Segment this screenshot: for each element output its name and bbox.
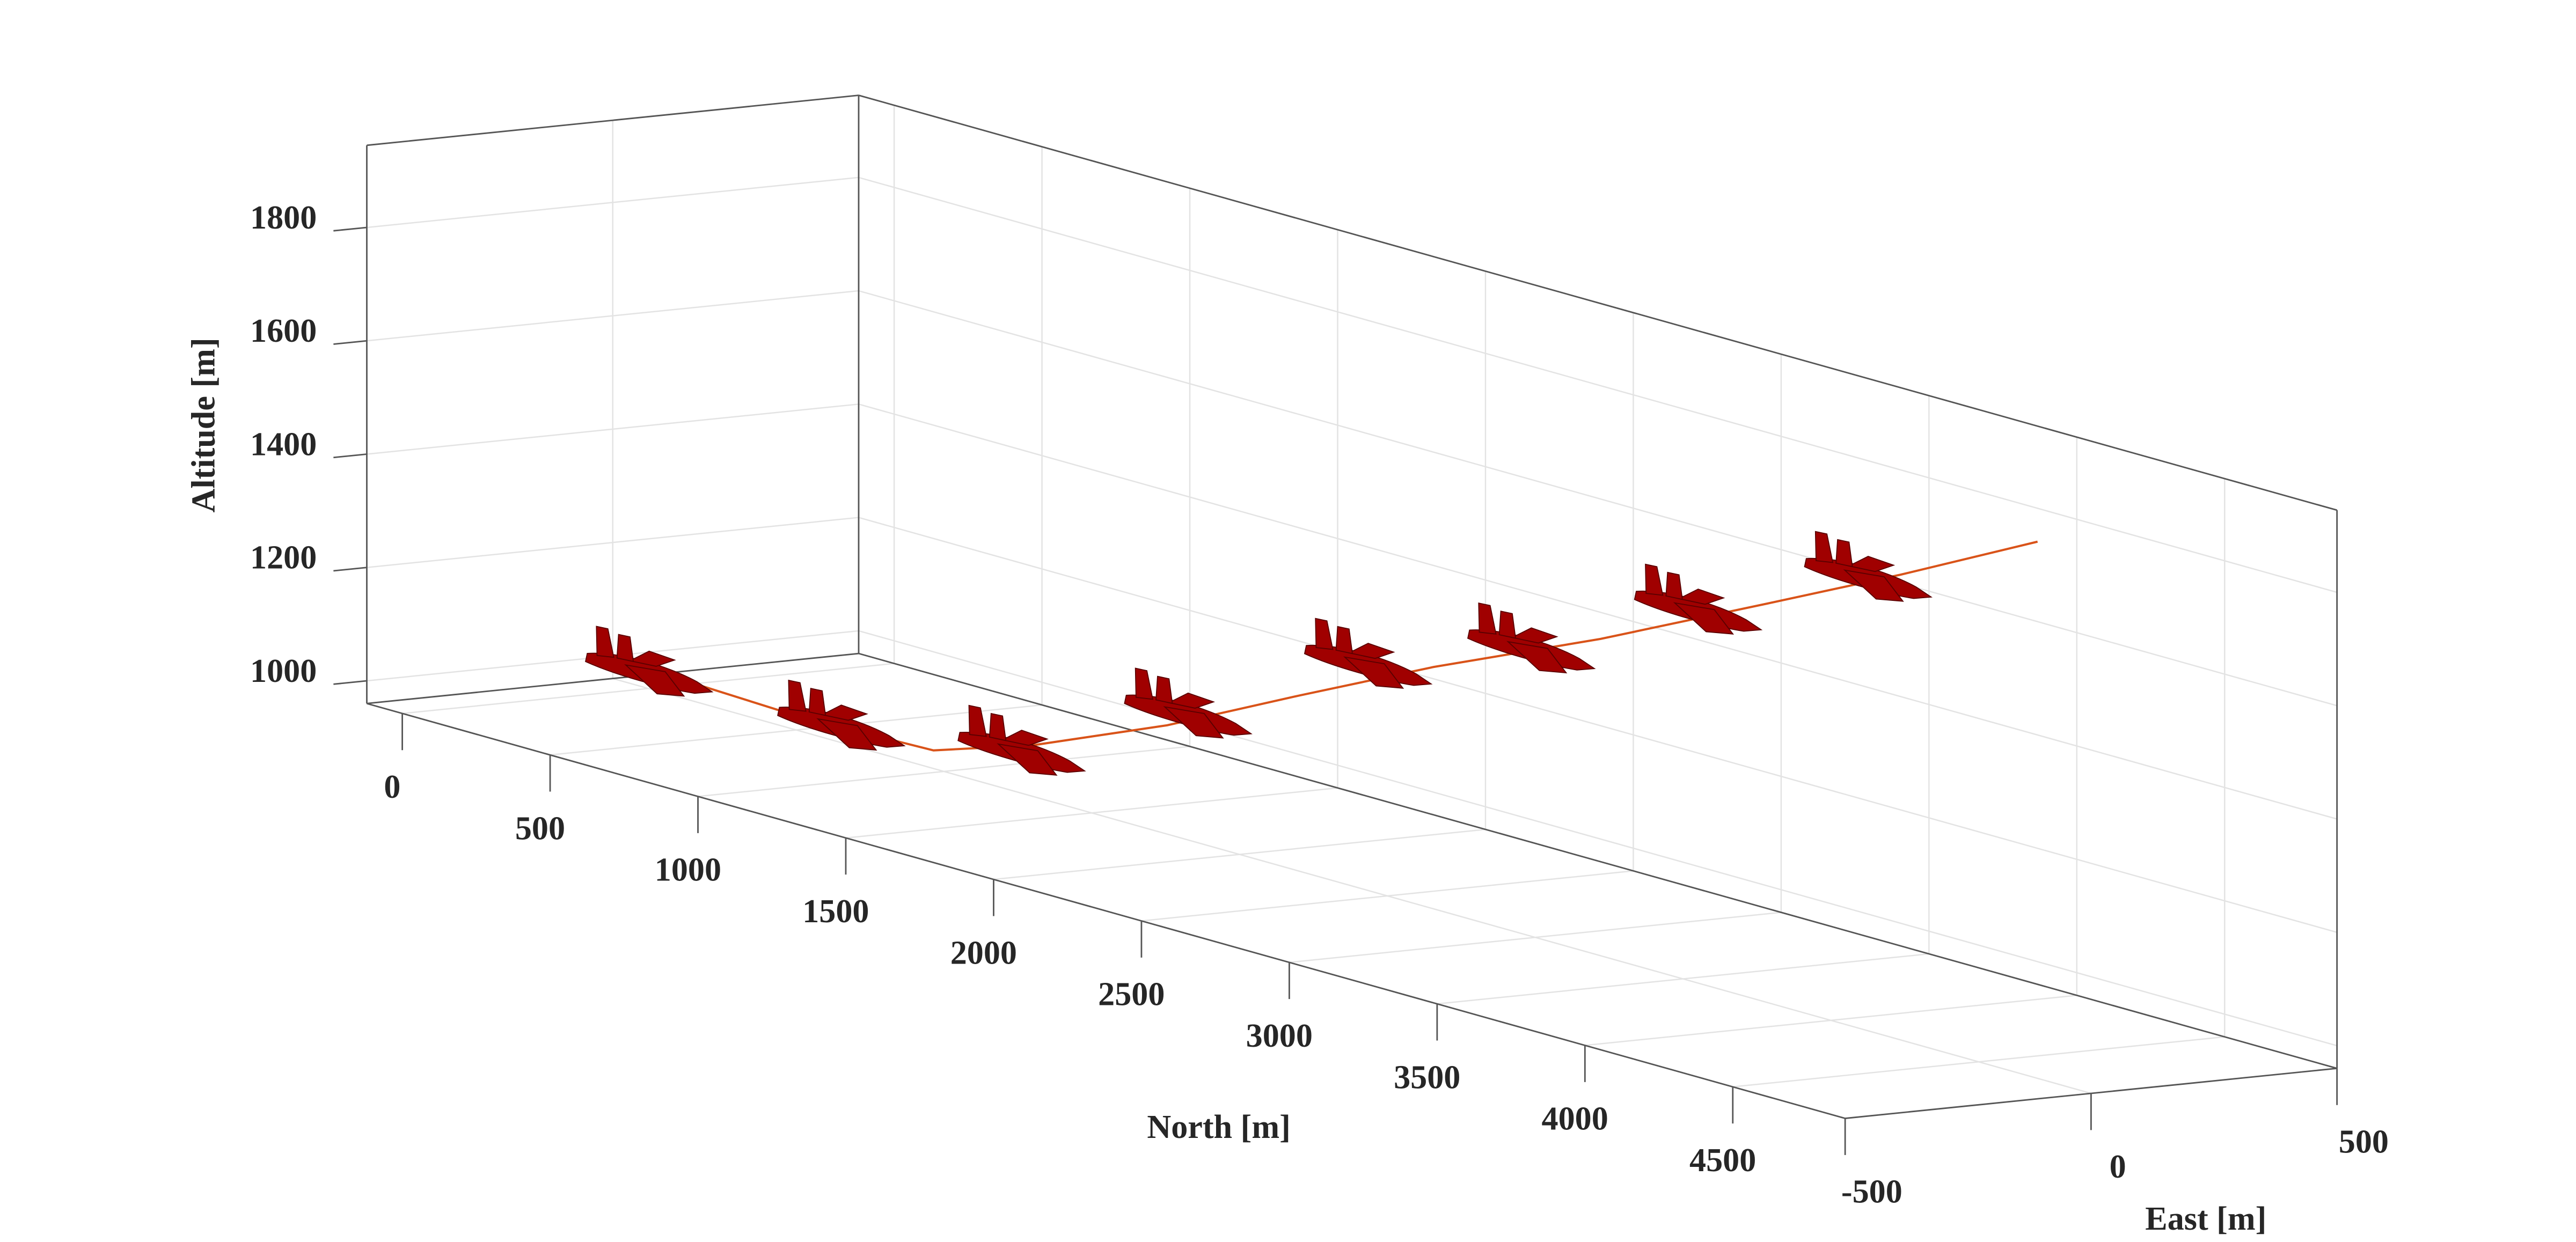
axis-line [367, 94, 859, 146]
x-axis-label: North [m] [1147, 1109, 1290, 1145]
aircraft-part [1645, 563, 1664, 596]
grid-line [367, 517, 859, 569]
axis-line [367, 702, 1846, 1119]
aircraft-part [1835, 539, 1853, 568]
aircraft [777, 679, 906, 751]
grid-line [858, 403, 2337, 820]
z-tick-label: 1000 [250, 653, 317, 689]
x-tick-label: 0 [384, 769, 400, 805]
aircraft-part [628, 650, 676, 667]
z-tick-label: 1600 [250, 313, 317, 349]
axis-line [858, 94, 2338, 511]
aircraft-part [616, 634, 634, 663]
aircraft-part [816, 718, 877, 751]
aircraft-part [1814, 531, 1834, 563]
aircraft [1304, 618, 1433, 689]
x-tick-label: 3000 [1246, 1018, 1313, 1054]
aircraft-part [1001, 730, 1049, 746]
aircraft-part [624, 664, 685, 697]
aircraft-part [788, 679, 807, 712]
y-tick-label: 0 [2110, 1149, 2126, 1185]
z-tick-label: 1400 [250, 426, 317, 462]
aircraft-part [1847, 556, 1896, 572]
x-tick-label: 2000 [950, 935, 1017, 971]
x-tick-label: 1000 [655, 852, 721, 888]
aircraft [585, 626, 714, 697]
x-tick-label: 500 [515, 810, 565, 847]
aircraft-part [1163, 706, 1224, 739]
aircraft [1467, 602, 1596, 674]
y-tick-label: 500 [2339, 1124, 2389, 1160]
z-tick [333, 453, 367, 459]
aircraft-part [1511, 627, 1558, 644]
z-axis-label: Altitude [m] [186, 337, 222, 512]
aircraft-part [1665, 571, 1683, 600]
aircraft [1804, 531, 1933, 602]
x-tick-label: 4000 [1542, 1101, 1608, 1137]
z-tick [333, 567, 367, 572]
x-tick-label: 3500 [1394, 1059, 1460, 1096]
x-tick-label: 2500 [1098, 976, 1165, 1013]
aircraft [957, 704, 1086, 776]
grid-line [367, 177, 859, 229]
z-tick [333, 680, 367, 685]
x-tick-label: 1500 [802, 893, 869, 930]
aircraft-part [1506, 641, 1568, 674]
z-tick [333, 226, 367, 232]
aircraft-part [1673, 602, 1735, 635]
grid-line [858, 630, 2337, 1047]
z-tick-label: 1200 [250, 540, 317, 576]
aircraft [1124, 667, 1253, 739]
z-tick-label: 1800 [250, 200, 317, 236]
aircraft-part [989, 712, 1007, 741]
aircraft-part [1315, 618, 1334, 650]
axis-line [858, 652, 2338, 1069]
aircraft-part [808, 688, 826, 716]
axes-box [366, 94, 2338, 1119]
aircraft-part [1343, 656, 1404, 689]
y-tick-label: -500 [1841, 1174, 1902, 1210]
aircraft-part [1478, 602, 1497, 635]
aircraft-part [1843, 569, 1904, 602]
plot-area [585, 531, 2038, 776]
aircraft-part [1155, 675, 1173, 704]
aircraft-part [997, 743, 1058, 776]
aircraft-part [596, 626, 614, 658]
y-axis-label: East [m] [2145, 1201, 2266, 1237]
aircraft-part [1677, 589, 1725, 605]
aircraft-part [1135, 667, 1154, 700]
grid-line [858, 517, 2337, 934]
grid-line [858, 290, 2337, 707]
aircraft-part [821, 704, 868, 721]
grid-line [367, 403, 859, 455]
z-tick [333, 340, 367, 345]
aircraft-part [1498, 611, 1517, 639]
grid-line [367, 290, 859, 342]
aircraft-part [1335, 626, 1353, 655]
x-tick-label: 4500 [1689, 1142, 1756, 1179]
aircraft-part [1348, 643, 1395, 659]
aircraft-part [1167, 692, 1216, 709]
ticks: 0 500 1000 1500 2000 2500 3000 3500 4000 4500 -500… [250, 200, 2389, 1210]
aircraft [1634, 563, 1763, 635]
axis-line [367, 652, 859, 704]
grid-line [858, 177, 2337, 593]
aircraft-part [968, 704, 987, 737]
